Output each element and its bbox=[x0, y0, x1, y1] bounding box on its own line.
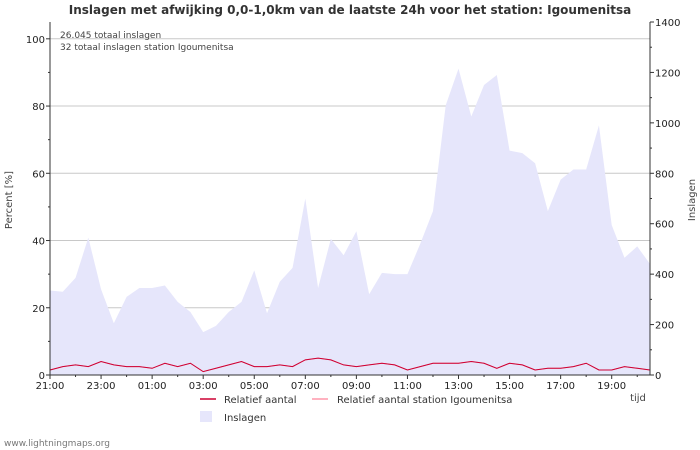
x-tick-label-7: 11:00 bbox=[393, 381, 422, 392]
right-tick-label-6: 1200 bbox=[655, 68, 680, 79]
x-tick-label-10: 17:00 bbox=[546, 381, 575, 392]
annotation-station-strikes: 32 totaal inslagen station Igoumenitsa bbox=[60, 43, 234, 53]
left-axis-ticks: 0 20 40 60 80 100 bbox=[26, 35, 50, 382]
x-tick-label-0: 21:00 bbox=[36, 381, 65, 392]
x-axis-ticks: 21:00 23:00 01:00 03:00 05:00 07:00 09:00 11:00… bbox=[36, 375, 638, 392]
legend-label-strikes: Inslagen bbox=[224, 413, 266, 424]
x-tick-label-5: 07:00 bbox=[291, 381, 320, 392]
x-tick-label-6: 09:00 bbox=[342, 381, 371, 392]
relative-lines-layer bbox=[49, 357, 651, 373]
legend-label-relative: Relatief aantal bbox=[224, 395, 297, 406]
x-tick-label-11: 19:00 bbox=[597, 381, 626, 392]
x-tick-label-8: 13:00 bbox=[444, 381, 473, 392]
left-tick-label-1: 20 bbox=[32, 304, 45, 315]
right-tick-label-5: 1000 bbox=[655, 119, 680, 130]
right-tick-label-4: 800 bbox=[655, 169, 674, 180]
x-tick-label-2: 01:00 bbox=[138, 381, 167, 392]
strikes-area-layer bbox=[49, 68, 651, 376]
right-tick-label-2: 400 bbox=[655, 270, 674, 281]
y-axis-right-label: Inslagen bbox=[687, 179, 698, 221]
left-tick-label-0: 0 bbox=[39, 371, 45, 382]
x-tick-label-1: 23:00 bbox=[87, 381, 116, 392]
right-axis-ticks: 0 200 400 600 800 1000 1200 1400 bbox=[650, 18, 680, 382]
right-tick-label-3: 600 bbox=[655, 220, 674, 231]
relative-line bbox=[49, 357, 651, 373]
annotation-total-strikes: 26.045 totaal inslagen bbox=[60, 31, 161, 41]
right-tick-label-0: 0 bbox=[655, 371, 661, 382]
left-tick-label-3: 60 bbox=[32, 169, 45, 180]
x-tick-label-9: 15:00 bbox=[495, 381, 524, 392]
legend: Relatief aantal Relatief aantal station … bbox=[200, 395, 512, 424]
x-axis-label: tijd bbox=[630, 393, 646, 404]
x-tick-label-3: 03:00 bbox=[189, 381, 218, 392]
right-tick-label-1: 200 bbox=[655, 321, 674, 332]
chart-title: Inslagen met afwijking 0,0-1,0km van de … bbox=[69, 3, 631, 17]
legend-label-relative-station: Relatief aantal station Igoumenitsa bbox=[337, 395, 512, 406]
strikes-area bbox=[50, 68, 650, 376]
legend-swatch-strikes bbox=[200, 411, 212, 422]
right-tick-label-7: 1400 bbox=[655, 18, 680, 29]
source-credit: www.lightningmaps.org bbox=[4, 439, 110, 449]
left-tick-label-4: 80 bbox=[32, 102, 45, 113]
y-axis-left-label: Percent [%] bbox=[4, 171, 15, 229]
left-tick-label-2: 40 bbox=[32, 237, 45, 248]
x-tick-label-4: 05:00 bbox=[240, 381, 269, 392]
left-tick-label-5: 100 bbox=[26, 35, 45, 46]
